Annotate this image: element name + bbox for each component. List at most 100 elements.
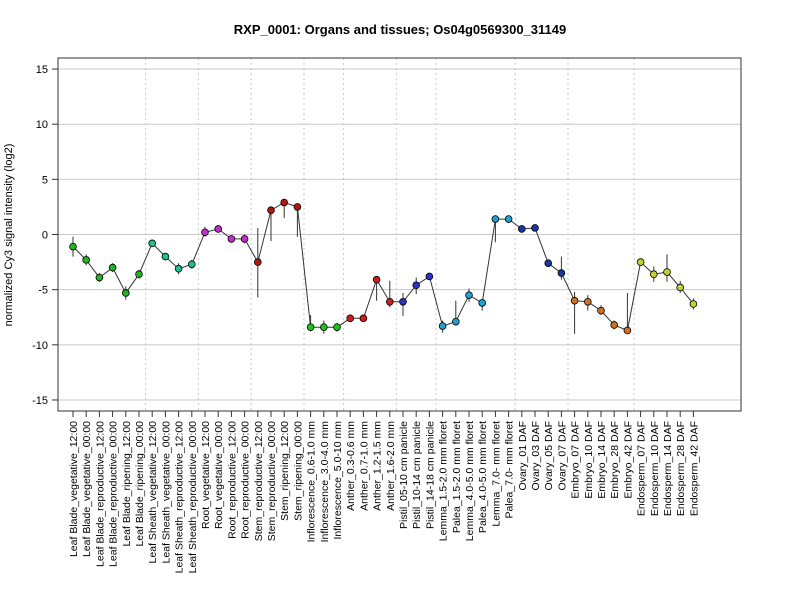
x-tick-label: Leaf Sheath_vegetative_12:00 [147,421,159,564]
data-point [306,323,315,331]
x-tick-label: Ovary_07 DAF [556,421,568,490]
x-tick-label: Endosperm_07 DAF [636,421,648,516]
x-tick-label: Anther_0.7-1.0 mm [358,421,370,511]
data-point [69,242,77,251]
data-point [346,314,355,323]
data-point [517,225,526,233]
x-tick-label: Pistil_05-10 cm panicle [398,421,410,529]
x-tick-label: Stem_ripening_12:00 [279,421,291,521]
data-point [359,314,368,323]
data-point [544,259,552,267]
x-tick-label: Embryo_28 DAF [609,421,621,499]
data-point [148,239,157,248]
x-tick-label: Stem_reproductive_00:00 [266,421,278,541]
x-tick-label: Embryo_07 DAF [570,421,582,499]
data-point [597,306,605,315]
x-tick-label: Endosperm_10 DAF [649,421,661,516]
x-tick-label: Leaf Blade_reproductive_00:00 [108,421,120,567]
x-tick-label: Embryo_10 DAF [583,421,595,499]
data-point [201,228,209,237]
data-point [465,291,473,299]
x-tick-label: Stem_reproductive_12:00 [253,421,265,541]
y-tick-label: 0 [42,230,48,242]
x-tick-label: Leaf Blade_vegetative_00:00 [81,421,93,557]
data-point [174,264,183,273]
x-tick-label: Palea_4.0-5.0 mm floret [477,421,489,533]
x-tick-label: Pistil_10-14 cm panicle [411,421,423,529]
data-point [557,269,566,277]
x-tick-label: Endosperm_28 DAF [675,421,687,516]
data-point [161,252,170,261]
x-tick-label: Root_reproductive_00:00 [240,421,252,539]
x-tick-label: Lemma_1.5-2.0 mm floret [438,421,450,541]
data-point [676,283,684,292]
data-point [412,281,421,290]
data-point [399,297,407,306]
y-tick-label: -10 [32,340,48,352]
x-tick-label: Root_vegetative_12:00 [200,421,212,529]
y-tick-label: 15 [36,64,48,76]
x-tick-label: Leaf Sheath_vegetative_00:00 [160,421,172,564]
x-tick-label: Root_vegetative_00:00 [213,421,225,529]
data-point [122,289,130,297]
x-tick-label: Anther_1.2-1.5 mm [372,421,384,511]
x-tick-label: Anther_0.3-0.6 mm [345,421,357,511]
data-point [425,272,434,281]
x-tick-label: Pistil_14-18 cm panicle [424,421,436,529]
data-point [267,206,275,215]
data-point [293,203,302,211]
data-point [663,268,671,276]
data-point [531,224,539,232]
data-point [610,321,618,329]
data-point [451,317,460,326]
data-point [372,275,381,284]
data-point [188,260,196,269]
y-tick-label: -15 [32,395,48,407]
grid [58,58,741,411]
x-tick-label: Endosperm_42 DAF [688,421,700,516]
x-tick-label: Inflorescence_3.0-4.0 mm [319,421,331,543]
data-point [491,215,500,223]
data-point [504,215,513,223]
x-tick-label: Embryo_42 DAF [622,421,634,499]
data-point [280,198,289,207]
data-point [82,256,90,264]
y-axis-label: normalized Cy3 signal intensity (log2) [3,144,15,327]
data-point [319,323,328,331]
data-point [214,225,223,233]
x-tick-label: Endosperm_14 DAF [662,421,674,516]
x-tick-label: Leaf Sheath_reproductive_00:00 [187,421,199,574]
x-tick-label: Stem_ripening_00:00 [292,421,304,521]
y-tick-label: 5 [42,174,48,186]
x-tick-label: Inflorescence_0.6-1.0 mm [306,421,318,543]
data-point [135,270,143,279]
x-tick-label: Ovary_03 DAF [530,421,542,490]
data-point [95,273,104,282]
data-point [478,299,487,307]
data-point [240,235,249,243]
data-point [385,297,394,306]
y-axis: -15 -10 -5 0 5 10 15 [32,64,59,407]
x-tick-label: Ovary_05 DAF [543,421,555,490]
data-point [649,270,658,279]
y-tick-label: 10 [36,119,48,131]
x-tick-label: Palea_7.0- mm floret [504,421,516,519]
x-tick-label: Leaf Blade_vegetative_12:00 [68,421,80,557]
x-tick-label: Embryo_14 DAF [596,421,608,499]
x-axis: Leaf Blade_vegetative_12:00 Leaf Blade_ve… [68,410,700,574]
y-tick-label: -5 [38,285,48,297]
data-points [69,198,698,335]
data-point [623,326,632,335]
data-point [333,323,341,331]
x-tick-label: Ovary_01 DAF [517,421,529,490]
data-point [636,258,645,266]
x-tick-label: Inflorescence_5.0-10 mm [332,421,344,540]
x-tick-label: Root_reproductive_12:00 [226,421,238,539]
data-point [570,296,579,305]
x-tick-label: Lemma_7.0- mm floret [490,421,502,527]
x-tick-label: Palea_1.5-2.0 mm floret [451,421,463,533]
x-tick-label: Leaf Blade_reproductive_12:00 [94,421,106,567]
data-point [438,322,447,330]
